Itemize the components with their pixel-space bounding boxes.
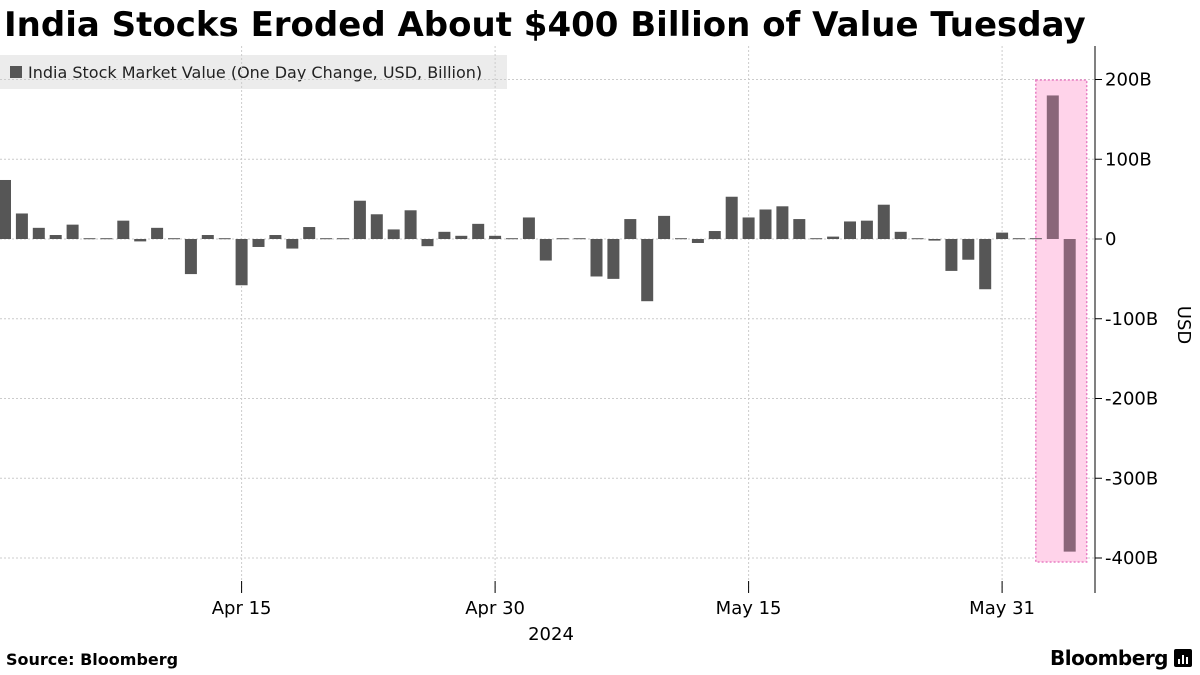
bar (506, 238, 518, 240)
bar (83, 238, 96, 240)
bar (404, 210, 417, 239)
bar (708, 231, 721, 239)
bar (438, 231, 451, 239)
bar (168, 238, 180, 240)
bar (691, 239, 704, 243)
legend-label: India Stock Market Value (One Day Change… (28, 62, 483, 82)
bar (235, 239, 248, 286)
bar (455, 235, 468, 239)
bar (151, 227, 164, 239)
bar (303, 227, 316, 239)
bar (979, 239, 992, 290)
bar (353, 200, 366, 239)
brand-name: Bloomberg (1050, 646, 1168, 670)
bar (945, 239, 958, 271)
bar (1013, 238, 1025, 240)
bar (32, 227, 45, 239)
grid-lines (0, 46, 1095, 593)
y-tick-label: -400B (1105, 548, 1158, 569)
bar (0, 179, 11, 239)
bar (759, 209, 772, 239)
bar (607, 239, 620, 279)
bar (810, 238, 823, 240)
highlight-box (1035, 79, 1088, 563)
y-axis-title: USD (1173, 306, 1194, 344)
bar (556, 238, 569, 240)
bar (15, 213, 28, 239)
y-tick-label: -100B (1105, 309, 1158, 330)
y-tick-label: 100B (1105, 149, 1152, 170)
bar (522, 217, 535, 239)
bar (996, 232, 1009, 239)
bar (489, 235, 502, 239)
axes (241, 46, 1102, 593)
x-tick-label: May 15 (716, 598, 782, 619)
bar (66, 224, 79, 239)
x-tick-label: May 31 (969, 598, 1035, 619)
source-note: Source: Bloomberg (6, 650, 179, 669)
bloomberg-chart-icon (1174, 649, 1192, 667)
bar (252, 239, 265, 247)
bar (675, 238, 687, 240)
x-tick-label: Apr 15 (212, 598, 272, 619)
bar (472, 223, 485, 239)
bars (0, 95, 1076, 552)
bar (286, 239, 299, 249)
bar (894, 231, 907, 239)
highlight-region (1035, 79, 1088, 563)
bar (877, 204, 890, 239)
bar (134, 239, 147, 242)
legend: India Stock Market Value (One Day Change… (0, 55, 507, 89)
bar (844, 221, 856, 239)
bar (269, 235, 282, 239)
bar (725, 196, 738, 239)
bar (573, 238, 586, 240)
bar (860, 220, 873, 239)
bar (962, 239, 975, 260)
bar (370, 214, 383, 239)
bar (1046, 95, 1059, 239)
x-year-label: 2024 (528, 624, 574, 645)
bar (658, 215, 671, 239)
bar (742, 217, 755, 239)
bar (218, 238, 231, 240)
brand-logo: Bloomberg (1050, 646, 1192, 670)
bar (117, 220, 130, 239)
y-tick-label: 0 (1105, 229, 1116, 250)
bar (49, 235, 62, 239)
bar (624, 219, 637, 239)
bar (911, 238, 924, 240)
chart-title: India Stocks Eroded About $400 Billion o… (4, 5, 1086, 45)
bar (100, 238, 113, 240)
y-tick-label: 200B (1105, 70, 1152, 91)
x-tick-label: Apr 30 (465, 598, 525, 619)
bar (1029, 238, 1042, 240)
bar (184, 239, 197, 275)
bar (641, 239, 654, 302)
bar (928, 239, 941, 241)
bar (539, 239, 552, 261)
y-tick-label: -300B (1105, 468, 1158, 489)
bar (387, 229, 400, 239)
bar (421, 239, 434, 247)
axis-labels: 200B 100B 0 -100B -200B -300B -400B USD Apr 15 Ap… (212, 70, 1194, 646)
bar (827, 236, 840, 239)
y-tick-label: -200B (1105, 389, 1158, 410)
legend-swatch (10, 66, 22, 78)
bar (776, 206, 789, 239)
bar (320, 238, 333, 240)
bar (590, 239, 603, 277)
bar (793, 219, 806, 239)
bar (201, 235, 214, 239)
bar (337, 238, 349, 240)
bar (1063, 239, 1076, 552)
